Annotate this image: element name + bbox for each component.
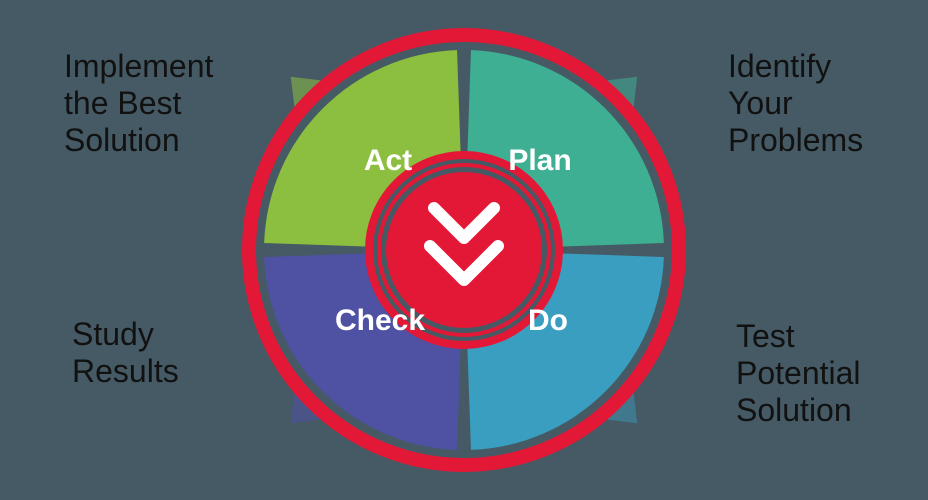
caption-do: TestPotentialSolution bbox=[736, 318, 861, 428]
caption-plan: IdentifyYourProblems bbox=[728, 48, 863, 158]
segment-label-plan: Plan bbox=[508, 144, 571, 177]
segment-label-do: Do bbox=[528, 304, 568, 337]
segment-label-act: Act bbox=[364, 144, 412, 177]
segment-label-check: Check bbox=[335, 304, 425, 337]
caption-check: StudyResults bbox=[72, 316, 179, 390]
caption-act: Implementthe BestSolution bbox=[64, 48, 213, 158]
